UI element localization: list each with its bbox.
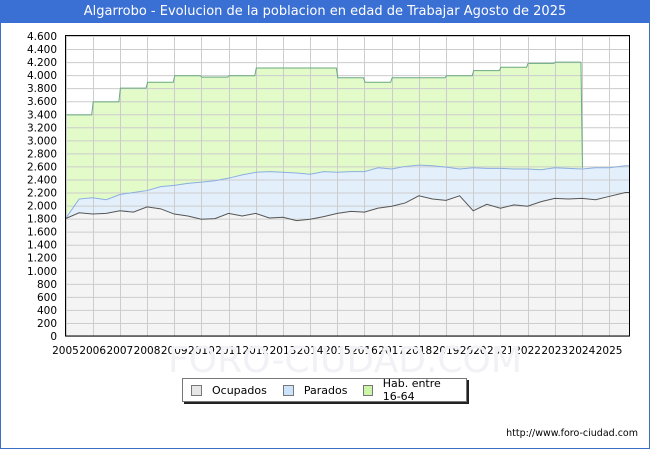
legend-label-ocupados: Ocupados bbox=[212, 383, 267, 397]
chart-title: Algarrobo - Evolucion de la poblacion en… bbox=[0, 0, 650, 23]
legend-swatch-ocupados bbox=[191, 384, 202, 396]
chart-legend: Ocupados Parados Hab. entre 16-64 bbox=[182, 377, 467, 403]
legend-swatch-hab bbox=[363, 384, 373, 396]
legend-label-hab: Hab. entre 16-64 bbox=[382, 377, 441, 403]
legend-item-ocupados: Ocupados bbox=[191, 384, 267, 397]
legend-swatch-parados bbox=[282, 384, 294, 396]
legend-item-hab: Hab. entre 16-64 bbox=[363, 377, 458, 403]
source-credit: http://www.foro-ciudad.com bbox=[506, 428, 638, 439]
legend-item-parados: Parados bbox=[282, 383, 348, 397]
legend-label-parados: Parados bbox=[303, 383, 348, 397]
